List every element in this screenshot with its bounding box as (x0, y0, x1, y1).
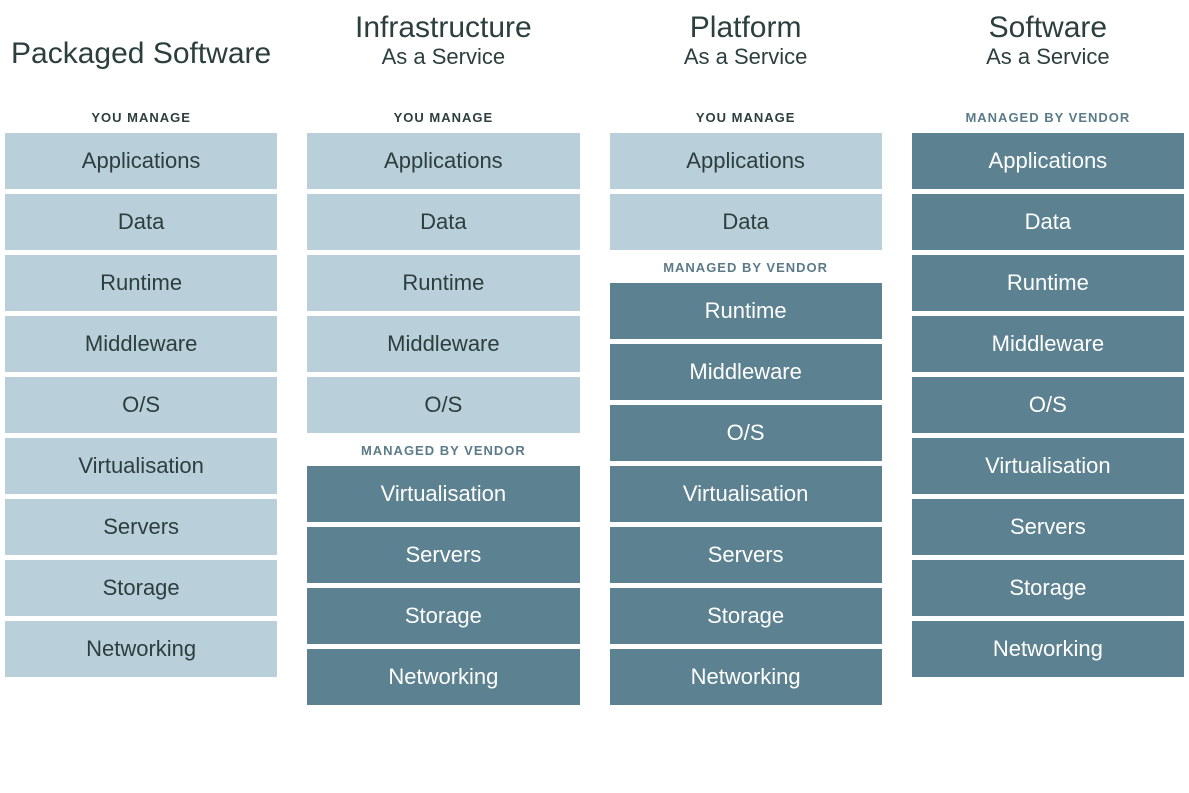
group-you-manage: YOU MANAGE Applications Data (610, 100, 882, 250)
column-header: Infrastructure As a Service (355, 0, 532, 70)
layer-os: O/S (5, 377, 277, 433)
column-subtitle: As a Service (355, 44, 532, 70)
column-header: Platform As a Service (684, 0, 808, 70)
column-infrastructure: Infrastructure As a Service YOU MANAGE A… (307, 0, 579, 705)
layer-os: O/S (912, 377, 1184, 433)
layer-stack: Applications Data (610, 133, 882, 250)
column-software: Software As a Service MANAGED BY VENDOR … (912, 0, 1184, 677)
layer-runtime: Runtime (610, 283, 882, 339)
column-platform: Platform As a Service YOU MANAGE Applica… (610, 0, 882, 705)
layer-networking: Networking (912, 621, 1184, 677)
layer-applications: Applications (610, 133, 882, 189)
layer-runtime: Runtime (5, 255, 277, 311)
column-subtitle: As a Service (986, 44, 1110, 70)
column-title: Packaged Software (11, 37, 271, 70)
section-label-you-manage: YOU MANAGE (307, 110, 579, 125)
layer-storage: Storage (5, 560, 277, 616)
layer-data: Data (5, 194, 277, 250)
layer-middleware: Middleware (307, 316, 579, 372)
group-managed-by-vendor: MANAGED BY VENDOR Applications Data Runt… (912, 100, 1184, 677)
layer-data: Data (307, 194, 579, 250)
section-label-you-manage: YOU MANAGE (610, 110, 882, 125)
layer-stack: Applications Data Runtime Middleware O/S… (5, 133, 277, 677)
layer-applications: Applications (5, 133, 277, 189)
layer-servers: Servers (307, 527, 579, 583)
column-header: Software As a Service (986, 0, 1110, 70)
layer-runtime: Runtime (912, 255, 1184, 311)
group-you-manage: YOU MANAGE Applications Data Runtime Mid… (5, 100, 277, 677)
layer-os: O/S (610, 405, 882, 461)
layer-networking: Networking (307, 649, 579, 705)
layer-os: O/S (307, 377, 579, 433)
group-you-manage: YOU MANAGE Applications Data Runtime Mid… (307, 100, 579, 433)
layer-middleware: Middleware (610, 344, 882, 400)
column-subtitle: As a Service (684, 44, 808, 70)
section-label-you-manage: YOU MANAGE (5, 110, 277, 125)
group-managed-by-vendor: MANAGED BY VENDOR Virtualisation Servers… (307, 433, 579, 705)
section-label-managed-by-vendor: MANAGED BY VENDOR (307, 443, 579, 458)
layer-middleware: Middleware (5, 316, 277, 372)
layer-virtualisation: Virtualisation (610, 466, 882, 522)
layer-storage: Storage (912, 560, 1184, 616)
column-packaged-software: Packaged Software YOU MANAGE Application… (5, 0, 277, 677)
layer-stack: Virtualisation Servers Storage Networkin… (307, 466, 579, 705)
column-title: Infrastructure (355, 11, 532, 44)
section-label-managed-by-vendor: MANAGED BY VENDOR (912, 110, 1184, 125)
column-title: Software (986, 11, 1110, 44)
layer-servers: Servers (5, 499, 277, 555)
layer-virtualisation: Virtualisation (5, 438, 277, 494)
layer-stack: Applications Data Runtime Middleware O/S… (912, 133, 1184, 677)
layer-storage: Storage (307, 588, 579, 644)
layer-networking: Networking (5, 621, 277, 677)
layer-servers: Servers (912, 499, 1184, 555)
column-header: Packaged Software (11, 0, 271, 70)
layer-virtualisation: Virtualisation (307, 466, 579, 522)
layer-middleware: Middleware (912, 316, 1184, 372)
cloud-service-models-diagram: Packaged Software YOU MANAGE Application… (0, 0, 1189, 705)
section-label-managed-by-vendor: MANAGED BY VENDOR (610, 260, 882, 275)
layer-runtime: Runtime (307, 255, 579, 311)
layer-virtualisation: Virtualisation (912, 438, 1184, 494)
layer-servers: Servers (610, 527, 882, 583)
group-managed-by-vendor: MANAGED BY VENDOR Runtime Middleware O/S… (610, 250, 882, 705)
layer-stack: Applications Data Runtime Middleware O/S (307, 133, 579, 433)
layer-applications: Applications (307, 133, 579, 189)
layer-data: Data (912, 194, 1184, 250)
layer-networking: Networking (610, 649, 882, 705)
layer-storage: Storage (610, 588, 882, 644)
column-title: Platform (684, 11, 808, 44)
layer-data: Data (610, 194, 882, 250)
layer-applications: Applications (912, 133, 1184, 189)
layer-stack: Runtime Middleware O/S Virtualisation Se… (610, 283, 882, 705)
